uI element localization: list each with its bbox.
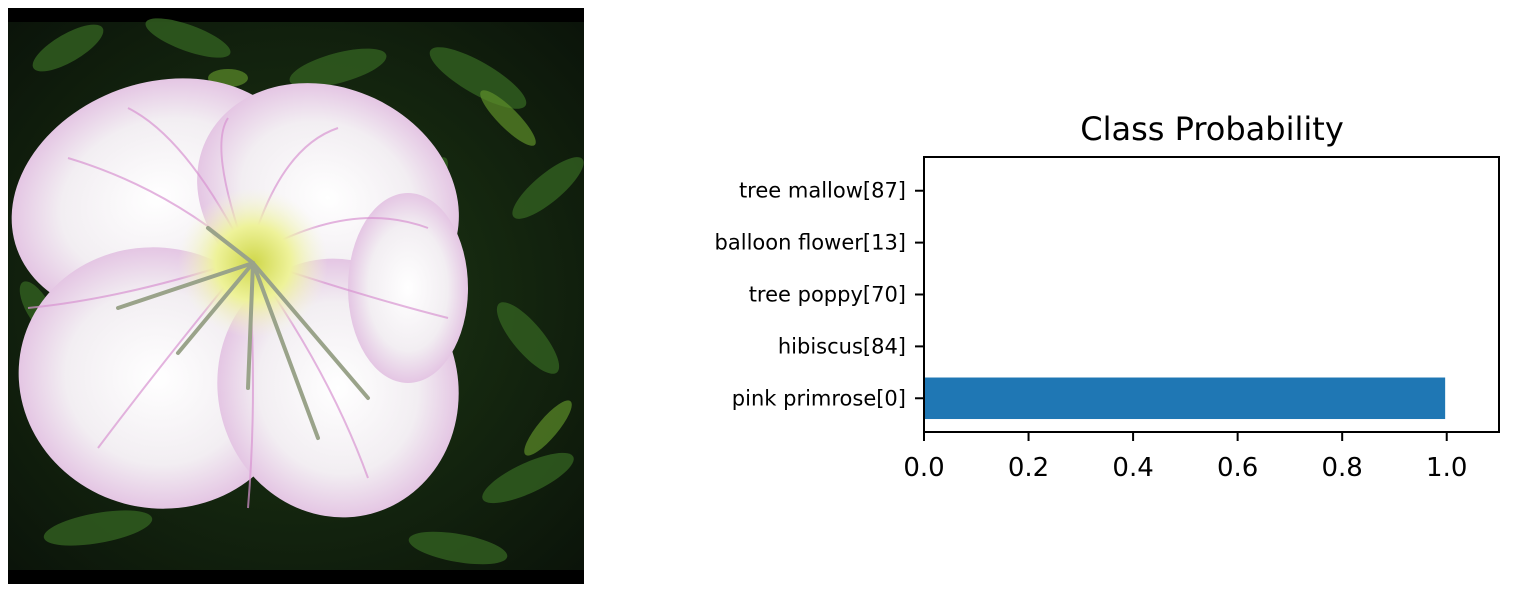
x-tick-label: 0.4 bbox=[1112, 453, 1153, 483]
x-tick-label: 1.0 bbox=[1426, 453, 1467, 483]
x-tick-label: 0.8 bbox=[1322, 453, 1363, 483]
x-tick-label: 0.0 bbox=[903, 453, 944, 483]
class-probability-chart: Class Probability pink primrose[0] hibisc… bbox=[640, 90, 1515, 510]
chart-svg: Class Probability pink primrose[0] hibisc… bbox=[715, 110, 1500, 483]
y-tick-label: pink primrose[0] bbox=[732, 386, 906, 410]
x-tick-label: 0.2 bbox=[1008, 453, 1049, 483]
flower-image bbox=[8, 8, 584, 584]
flower-photo bbox=[8, 8, 584, 584]
y-tick-label: tree poppy[70] bbox=[749, 283, 906, 307]
y-tick-label: hibiscus[84] bbox=[778, 334, 906, 358]
y-tick-label: balloon flower[13] bbox=[715, 231, 906, 255]
x-tick-label: 0.6 bbox=[1217, 453, 1258, 483]
y-tick-label: tree mallow[87] bbox=[739, 179, 906, 203]
bar-0 bbox=[924, 377, 1446, 420]
chart-title: Class Probability bbox=[1080, 110, 1344, 148]
